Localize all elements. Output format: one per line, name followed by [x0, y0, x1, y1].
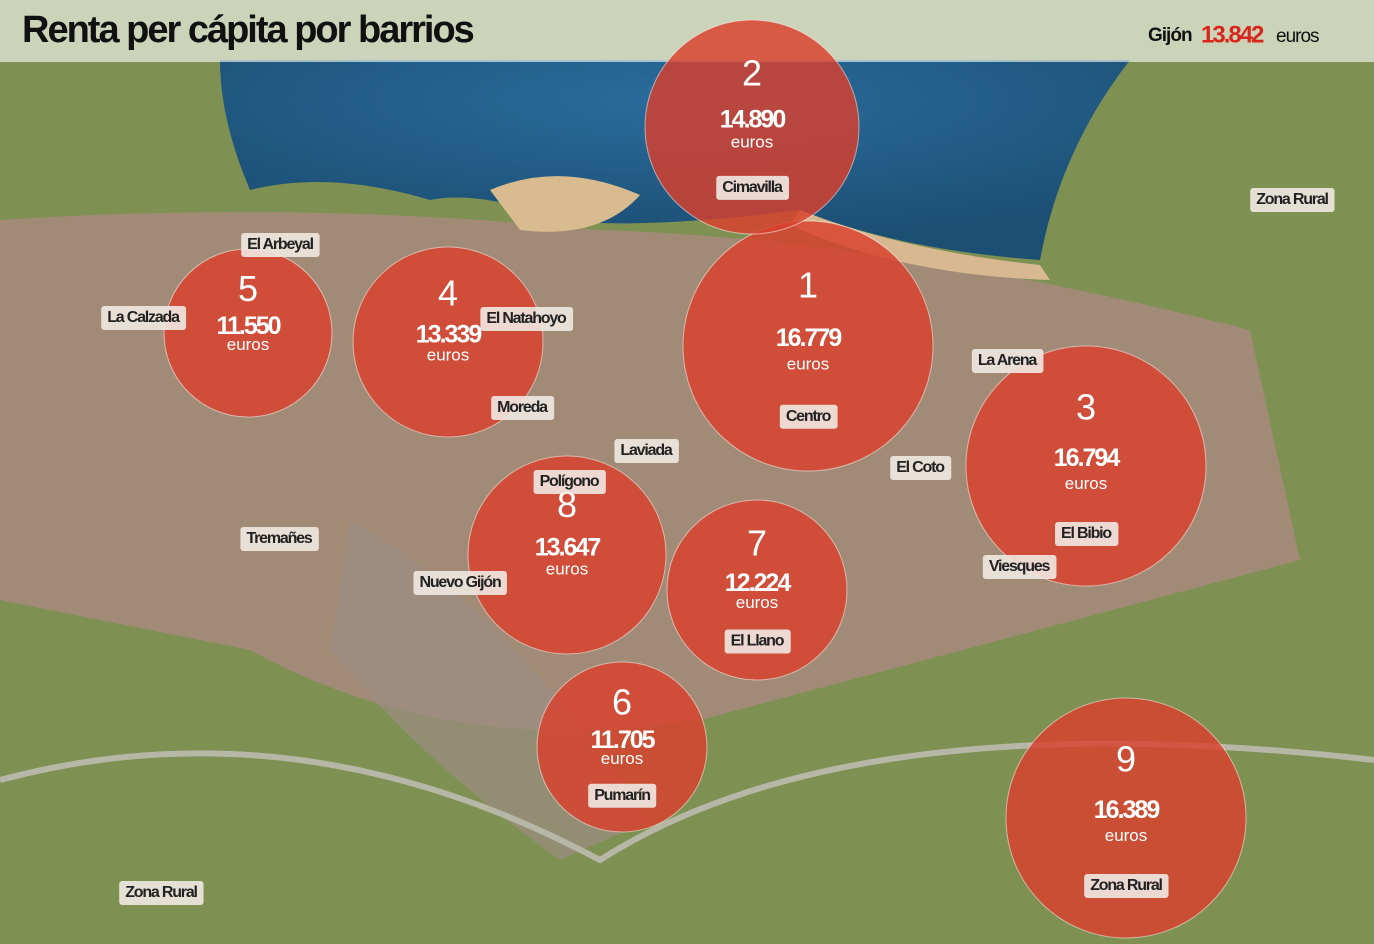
place-label: El Bibio: [1055, 522, 1119, 546]
district-circle: [1005, 697, 1247, 939]
district-number: 8: [557, 484, 577, 525]
district-circle: [536, 661, 708, 833]
district-circle: [644, 19, 860, 235]
place-label: Cimavilla: [716, 175, 790, 200]
place-name: Zona Rural: [1090, 877, 1162, 894]
label-background: [614, 439, 679, 463]
place-label: La Arena: [971, 349, 1044, 373]
place-name: Centro: [786, 408, 832, 425]
district-unit: euros: [1105, 826, 1148, 845]
place-name: Viesques: [989, 558, 1051, 575]
place-label: El Coto: [890, 456, 952, 480]
district-income: 16.389: [1094, 796, 1160, 824]
place-name: Zona Rural: [1256, 191, 1328, 208]
place-name: La Calzada: [107, 309, 180, 326]
label-background: [1084, 874, 1169, 898]
place-label: Zona Rural: [1250, 188, 1335, 212]
place-name: Polígono: [540, 473, 600, 490]
label-background: [1250, 188, 1335, 212]
place-name: El Bibio: [1061, 525, 1112, 542]
label-background: [241, 233, 320, 257]
district-unit: euros: [546, 559, 589, 578]
label-background: [971, 349, 1044, 373]
label-background: [1055, 522, 1119, 546]
district-income: 12.224: [725, 569, 792, 597]
district-circle: [965, 345, 1207, 587]
place-label: Centro: [779, 404, 838, 429]
label-background: [890, 456, 952, 480]
district-number: 5: [238, 268, 258, 309]
district-unit: euros: [1065, 474, 1108, 493]
district-unit: euros: [736, 593, 779, 612]
place-label: Laviada: [614, 439, 679, 463]
place-label: Tremañes: [240, 527, 319, 551]
district-circle: [666, 499, 848, 681]
label-background: [588, 783, 657, 808]
place-name: Cimavilla: [722, 179, 783, 196]
place-label: Polígono: [533, 470, 606, 494]
label-background: [413, 571, 507, 595]
label-background: [119, 881, 204, 905]
district-number: 3: [1076, 387, 1096, 428]
place-label: El Natahoyo: [480, 307, 574, 331]
beach: [790, 210, 1050, 280]
label-background: [240, 527, 319, 551]
place-label: El Llano: [724, 629, 791, 654]
label-background: [724, 629, 791, 654]
place-label: La Calzada: [101, 306, 187, 330]
place-label: El Arbeyal: [241, 233, 320, 257]
place-label: Moreda: [491, 396, 555, 420]
place-name: El Natahoyo: [486, 310, 567, 327]
district-number: 4: [438, 273, 458, 314]
label-background: [480, 307, 574, 331]
district-income: 13.339: [416, 321, 482, 349]
district-number: 1: [798, 265, 818, 306]
place-label: Pumarín: [588, 783, 657, 808]
district-unit: euros: [731, 133, 774, 152]
district-income: 11.550: [216, 312, 280, 340]
district-income: 13.647: [535, 534, 601, 562]
district-circle: [682, 220, 934, 472]
district-number: 9: [1116, 739, 1136, 780]
district-income: 14.890: [720, 105, 786, 133]
city-unit: euros: [1276, 26, 1319, 47]
district-number: 7: [747, 523, 767, 564]
city-name: Gijón: [1148, 25, 1192, 46]
place-name: Moreda: [497, 399, 548, 416]
place-label: Zona Rural: [119, 881, 204, 905]
title: Renta per cápita por barrios: [22, 9, 474, 51]
place-name: El Llano: [731, 633, 785, 650]
place-label: Nuevo Gijón: [413, 571, 507, 595]
city-value: 13.842: [1201, 21, 1264, 48]
place-name: Laviada: [620, 442, 672, 459]
label-background: [533, 470, 606, 494]
place-name: La Arena: [978, 352, 1038, 369]
district-unit: euros: [227, 335, 270, 354]
place-name: El Arbeyal: [247, 236, 313, 253]
district-income: 11.705: [590, 726, 655, 754]
label-background: [779, 404, 838, 429]
district-circle: [352, 246, 544, 438]
label-background: [101, 306, 187, 330]
district-income: 16.794: [1054, 444, 1121, 472]
district-number: 2: [742, 53, 762, 94]
beach: [490, 176, 640, 232]
place-name: Nuevo Gijón: [419, 574, 500, 591]
district-unit: euros: [601, 749, 644, 768]
place-name: Tremañes: [246, 530, 312, 547]
district-unit: euros: [427, 346, 470, 365]
place-name: Zona Rural: [125, 884, 197, 901]
district-circle: [467, 455, 667, 655]
district-unit: euros: [787, 355, 830, 374]
district-number: 6: [612, 682, 632, 723]
label-background: [491, 396, 555, 420]
place-label: Zona Rural: [1084, 874, 1169, 898]
place-name: Pumarín: [594, 787, 650, 804]
district-income: 16.779: [776, 324, 842, 352]
label-background: [716, 175, 790, 200]
place-name: El Coto: [896, 459, 945, 476]
place-label: Viesques: [982, 555, 1057, 579]
label-background: [982, 555, 1057, 579]
